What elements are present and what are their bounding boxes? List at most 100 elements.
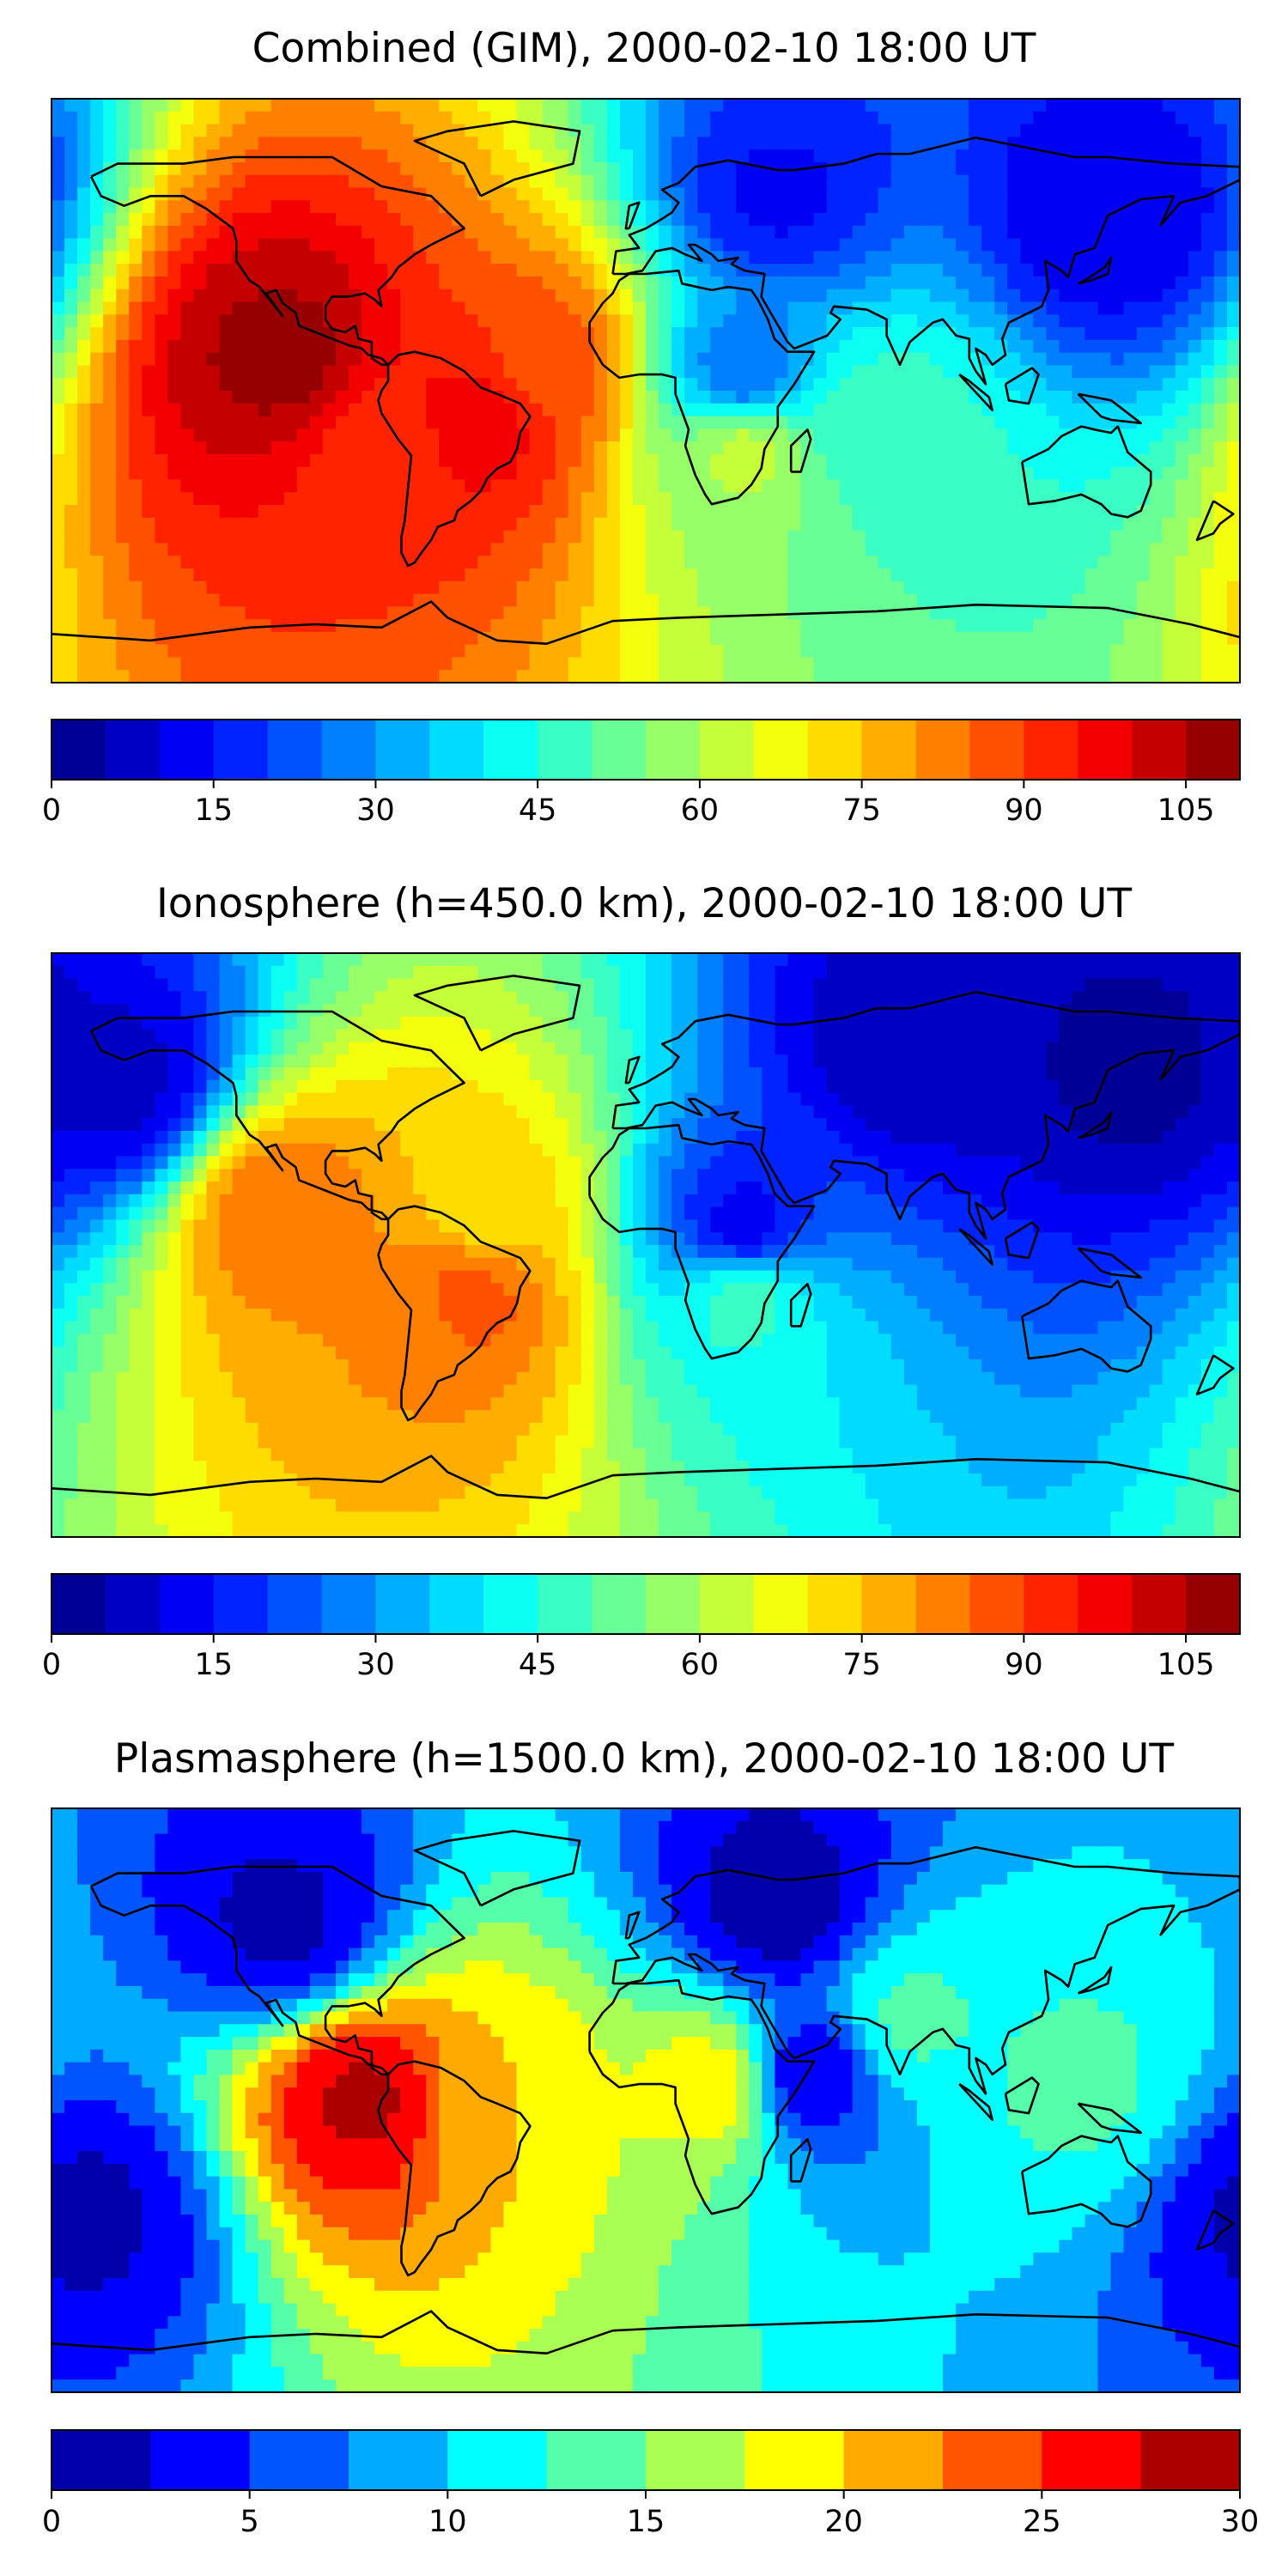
colorbar-segment — [321, 720, 376, 780]
coastline — [89, 155, 465, 367]
colorbar-segment — [915, 720, 970, 780]
coastline — [1077, 1247, 1142, 1279]
coastline — [1195, 1354, 1235, 1396]
map-panel — [51, 1807, 1241, 2393]
colorbar-tick-label: 0 — [42, 793, 61, 828]
coastline — [1077, 392, 1142, 425]
coastline — [1077, 2102, 1142, 2135]
colorbar-segment — [1186, 1574, 1241, 1634]
coastline — [1078, 1110, 1113, 1139]
colorbar-segment — [267, 720, 323, 780]
coastline — [413, 120, 581, 197]
colorbar-segment — [375, 720, 430, 780]
colorbar-segment — [646, 1574, 701, 1634]
coastline — [789, 1283, 812, 1327]
colorbar — [51, 2429, 1241, 2499]
coastline — [624, 1055, 641, 1084]
colorbar-segment — [546, 2430, 647, 2490]
map-panel — [51, 98, 1241, 683]
colorbar-segment — [52, 1574, 106, 1634]
colorbar-tick-label: 90 — [1005, 1648, 1043, 1682]
colorbar-tick-label: 90 — [1005, 793, 1043, 828]
colorbar-segment — [861, 1574, 917, 1634]
colorbar-segment — [447, 2430, 548, 2490]
coastline — [52, 2310, 1240, 2354]
colorbar-segment — [213, 1574, 269, 1634]
coastline — [1021, 425, 1152, 519]
colorbar-tick-label: 60 — [681, 1648, 720, 1682]
coastline — [89, 1010, 465, 1221]
coastline — [624, 1911, 641, 1940]
colorbar-segment — [159, 720, 215, 780]
coastline — [588, 1978, 816, 2215]
coastline — [377, 350, 532, 568]
colorbar-segment — [969, 720, 1024, 780]
colorbar-segment — [105, 720, 161, 780]
colorbar-tick-label: 20 — [824, 2505, 863, 2539]
coastline — [1021, 1279, 1152, 1373]
colorbar-segment — [150, 2430, 251, 2490]
colorbar — [51, 1573, 1241, 1643]
colorbar-tick-label: 30 — [356, 1648, 395, 1682]
colorbar-segment — [1132, 720, 1187, 780]
colorbar — [51, 719, 1241, 788]
colorbar-segment — [429, 720, 484, 780]
colorbar-segment — [646, 2430, 745, 2490]
coastlines — [52, 975, 1240, 1499]
colorbar-segment — [915, 1574, 970, 1634]
map-panel — [51, 952, 1241, 1538]
colorbar-segment — [1042, 2430, 1142, 2490]
colorbar-segment — [159, 1574, 215, 1634]
colorbar-segment — [1078, 720, 1133, 780]
coastline — [958, 1228, 993, 1266]
coastline — [1004, 2076, 1040, 2115]
coastline — [588, 1123, 816, 1360]
colorbar-segment — [213, 720, 269, 780]
colorbar-segment — [1186, 720, 1241, 780]
colorbar-segment — [744, 2430, 845, 2490]
heatmap-field — [52, 1808, 1240, 2392]
coastline — [958, 374, 993, 411]
coastline — [789, 428, 812, 473]
coastline — [413, 975, 581, 1052]
colorbar-tick-label: 30 — [356, 793, 395, 828]
coastline — [1004, 1221, 1040, 1260]
heatmap-field — [52, 953, 1240, 1537]
colorbar-segment — [349, 2430, 448, 2490]
colorbar-segment — [375, 1574, 430, 1634]
colorbar-segment — [807, 720, 863, 780]
coastline — [789, 2138, 812, 2183]
colorbar-tick-label: 105 — [1157, 793, 1215, 828]
colorbar-segment — [646, 720, 701, 780]
coastline — [611, 137, 1240, 386]
colorbar-segment — [699, 720, 755, 780]
colorbar-tick-label: 0 — [42, 1648, 61, 1682]
colorbar-tick-label: 45 — [519, 793, 557, 828]
colorbar-tick-label: 75 — [842, 1648, 881, 1682]
panel-title: Ionosphere (h=450.0 km), 2000-02-10 18:0… — [156, 880, 1132, 927]
colorbar-tick-label: 45 — [519, 1648, 557, 1682]
colorbar-segment — [267, 1574, 323, 1634]
coastline — [1004, 367, 1040, 405]
colorbar-segment — [943, 2430, 1042, 2490]
colorbar-segment — [249, 2430, 349, 2490]
coastline — [89, 1865, 465, 2076]
colorbar-tick-label: 0 — [42, 2505, 61, 2539]
coastline — [1195, 2209, 1235, 2251]
colorbar-segment — [699, 1574, 755, 1634]
coastline — [958, 2083, 993, 2121]
colorbar-segment — [105, 1574, 161, 1634]
colorbar-tick-label: 75 — [842, 793, 881, 828]
colorbar-segment — [1024, 1574, 1078, 1634]
colorbar-tick-label: 15 — [194, 1648, 233, 1682]
colorbar-segment — [429, 1574, 484, 1634]
colorbar-segment — [1024, 720, 1078, 780]
coastlines — [52, 1830, 1240, 2354]
coastline — [52, 1455, 1240, 1499]
colorbar-segment — [1140, 2430, 1241, 2490]
colorbar-tick-label: 10 — [428, 2505, 467, 2539]
colorbar-segment — [483, 720, 538, 780]
colorbar-segment — [52, 720, 106, 780]
coastline — [1021, 2135, 1152, 2228]
